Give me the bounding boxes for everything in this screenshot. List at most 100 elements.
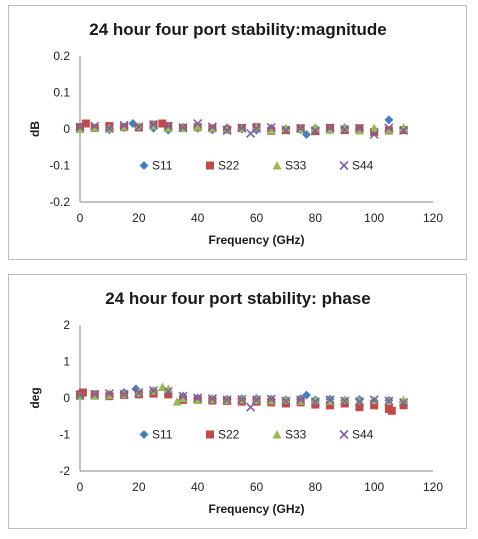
y-tick-label: 0.1: [53, 86, 70, 100]
data-point: [370, 127, 379, 136]
x-tick-label: 40: [191, 480, 205, 494]
legend-label: S22: [218, 428, 240, 442]
legend-entry: S11: [139, 428, 173, 442]
y-tick-label: -0.2: [49, 195, 70, 209]
x-tick-label: 20: [132, 480, 146, 494]
magnitude-chart: 24 hour four port stability:magnitude -0.…: [28, 20, 443, 247]
data-point: [369, 395, 379, 405]
legend-entry: S11: [139, 159, 173, 173]
legend-entry: S33: [272, 159, 307, 173]
data-point: [302, 390, 312, 400]
data-point: [172, 397, 182, 406]
y-tick-label: 0: [63, 122, 70, 136]
data-point: [399, 401, 408, 410]
data-point: [310, 395, 320, 405]
y-axis-label: deg: [28, 387, 42, 408]
data-point: [178, 391, 188, 401]
data-point: [222, 395, 232, 405]
data-point: [354, 397, 365, 407]
data-point: [148, 120, 159, 130]
data-point: [90, 121, 100, 131]
data-point: [193, 122, 203, 131]
data-point: [134, 387, 144, 398]
data-point: [384, 115, 394, 125]
legend-marker: [339, 429, 349, 440]
legend-label: S33: [285, 428, 307, 442]
data-point: [119, 120, 129, 130]
data-point: [266, 125, 276, 135]
data-point: [251, 123, 262, 133]
legend-label: S44: [352, 428, 374, 442]
data-point: [207, 394, 217, 404]
x-axis-label: Frequency (GHz): [208, 233, 304, 247]
data-point: [384, 123, 394, 133]
data-point: [369, 129, 379, 140]
data-point: [266, 122, 276, 133]
data-point: [207, 122, 217, 132]
x-tick-label: 100: [364, 480, 384, 494]
data-point: [178, 393, 188, 402]
data-point: [246, 402, 256, 412]
legend-marker: [272, 161, 282, 170]
y-tick-label: -2: [59, 464, 70, 478]
data-point: [296, 395, 306, 405]
data-point: [251, 395, 262, 405]
data-point: [119, 389, 129, 399]
data-point: [222, 125, 232, 136]
magnitude-chart-panel: 24 hour four port stability:magnitude -0.…: [8, 5, 467, 260]
phase-chart: 24 hour four port stability: phase -2 -1 0 1…: [28, 289, 443, 516]
data-point: [354, 396, 364, 405]
x-tick-label: 20: [132, 211, 146, 225]
data-point: [104, 123, 114, 133]
legend-label: S11: [152, 159, 173, 173]
data-point: [163, 123, 173, 132]
y-axis-label: dB: [28, 121, 42, 137]
legend-marker: [339, 160, 349, 171]
data-point: [164, 390, 173, 399]
data-point: [369, 123, 379, 132]
data-point: [310, 126, 320, 136]
x-tick-label: 60: [250, 211, 264, 225]
legend-entry: S22: [206, 428, 240, 442]
phase-chart-panel: 24 hour four port stability: phase -2 -1 0 1…: [8, 274, 467, 529]
y-tick-label: 2: [63, 318, 70, 332]
x-tick-label: 80: [309, 211, 323, 225]
series-S44: [75, 118, 409, 140]
x-tick-label: 80: [309, 480, 323, 494]
legend-label: S33: [285, 159, 307, 173]
y-tick-label: -1: [59, 428, 70, 442]
data-point: [325, 395, 335, 405]
data-point: [281, 125, 291, 135]
y-tick-label: 0.2: [53, 49, 70, 63]
data-point: [399, 397, 409, 407]
data-point: [399, 123, 409, 132]
data-point: [387, 406, 396, 415]
data-point: [163, 386, 173, 396]
data-point: [384, 125, 394, 134]
data-point: [296, 123, 306, 133]
legend-label: S11: [152, 428, 173, 442]
data-point: [340, 395, 350, 404]
data-point: [163, 384, 173, 393]
legend-entry: S22: [206, 159, 240, 173]
data-point: [340, 123, 350, 133]
data-point: [281, 395, 291, 404]
data-point: [178, 122, 188, 133]
data-point: [325, 125, 335, 134]
data-point: [134, 122, 144, 132]
legend-label: S22: [218, 159, 240, 173]
data-point: [355, 403, 364, 412]
y-tick-label: -0.1: [49, 159, 70, 173]
x-tick-label: 60: [250, 480, 264, 494]
data-point: [193, 393, 203, 403]
legend-entry: S33: [272, 428, 307, 442]
legend-label: S44: [352, 159, 374, 173]
x-tick-label: 100: [364, 211, 384, 225]
legend-marker: [272, 430, 282, 439]
series-S44: [75, 386, 409, 412]
data-point: [326, 401, 335, 410]
data-point: [310, 397, 320, 407]
data-point: [354, 125, 364, 135]
data-point: [311, 400, 320, 409]
legend-entry: S44: [339, 159, 374, 173]
